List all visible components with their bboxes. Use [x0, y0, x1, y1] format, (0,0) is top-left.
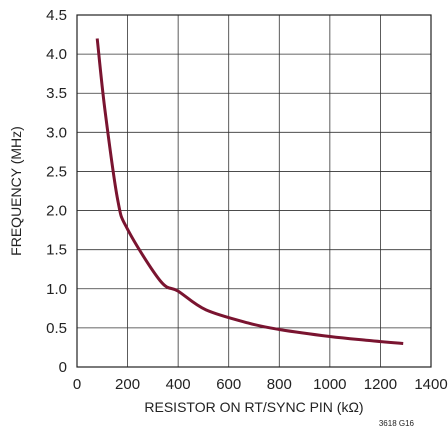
y-tick-label: 1.0 — [46, 281, 67, 298]
x-tick-label: 400 — [166, 376, 191, 393]
frequency-curve — [95, 38, 404, 345]
plot-frame — [76, 14, 432, 368]
y-tick-label: 3.0 — [46, 124, 67, 141]
y-axis-title: FREQUENCY (MHz) — [8, 126, 24, 256]
y-tick-label: 3.5 — [46, 85, 67, 102]
x-tick-label: 1400 — [414, 376, 447, 393]
x-axis-title: RESISTOR ON RT/SYNC PIN (kΩ) — [144, 399, 363, 415]
x-tick-label: 800 — [267, 376, 292, 393]
y-tick-label: 1.5 — [46, 242, 67, 259]
series-layer — [95, 38, 404, 345]
y-tick-label: 4.5 — [46, 7, 67, 24]
y-tick-label: 0 — [59, 359, 67, 376]
x-tick-label: 200 — [115, 376, 140, 393]
x-tick-label: 1000 — [313, 376, 346, 393]
x-tick-label: 600 — [216, 376, 241, 393]
grid — [77, 15, 431, 367]
y-tick-label: 2.5 — [46, 163, 67, 180]
x-tick-label: 0 — [73, 376, 81, 393]
y-axis-ticks: 0 0.5 1.0 1.5 2.0 2.5 3.0 3.5 4.0 4.5 — [46, 7, 67, 376]
x-tick-label: 1200 — [364, 376, 397, 393]
figure-id: 3618 G16 — [379, 419, 415, 428]
y-tick-label: 2.0 — [46, 203, 67, 220]
y-tick-label: 0.5 — [46, 320, 67, 337]
y-tick-label: 4.0 — [46, 46, 67, 63]
x-axis-ticks: 0 200 400 600 800 1000 1200 1400 — [73, 376, 448, 393]
